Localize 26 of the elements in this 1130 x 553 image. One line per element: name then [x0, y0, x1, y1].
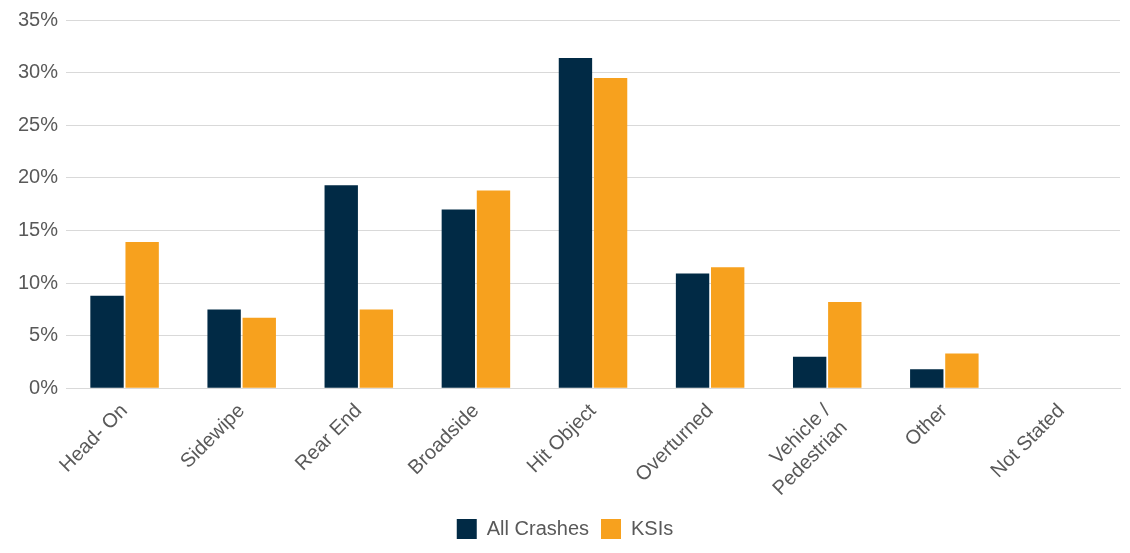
y-tick-label: 0% — [29, 375, 59, 398]
bar — [593, 77, 628, 388]
legend-label: KSIs — [631, 516, 674, 539]
bar — [558, 57, 593, 388]
legend-label: All Crashes — [486, 516, 590, 539]
bar — [441, 209, 476, 388]
bar — [910, 369, 944, 388]
y-tick-label: 20% — [18, 165, 59, 188]
bar — [476, 190, 511, 388]
y-tick-label: 5% — [29, 323, 59, 346]
y-tick-label: 10% — [18, 270, 59, 293]
y-tick-label: 15% — [18, 217, 59, 240]
bar — [945, 353, 979, 388]
bar — [828, 302, 862, 388]
bar — [90, 295, 124, 388]
bar — [125, 242, 159, 388]
bar — [675, 273, 710, 388]
bar — [359, 309, 394, 388]
bar — [711, 267, 745, 388]
bar — [242, 317, 276, 388]
bar — [324, 185, 358, 388]
y-tick-label: 35% — [18, 7, 59, 30]
bar — [207, 309, 241, 388]
bar — [792, 356, 827, 388]
y-tick-label: 30% — [18, 60, 59, 83]
y-tick-label: 25% — [18, 112, 59, 135]
